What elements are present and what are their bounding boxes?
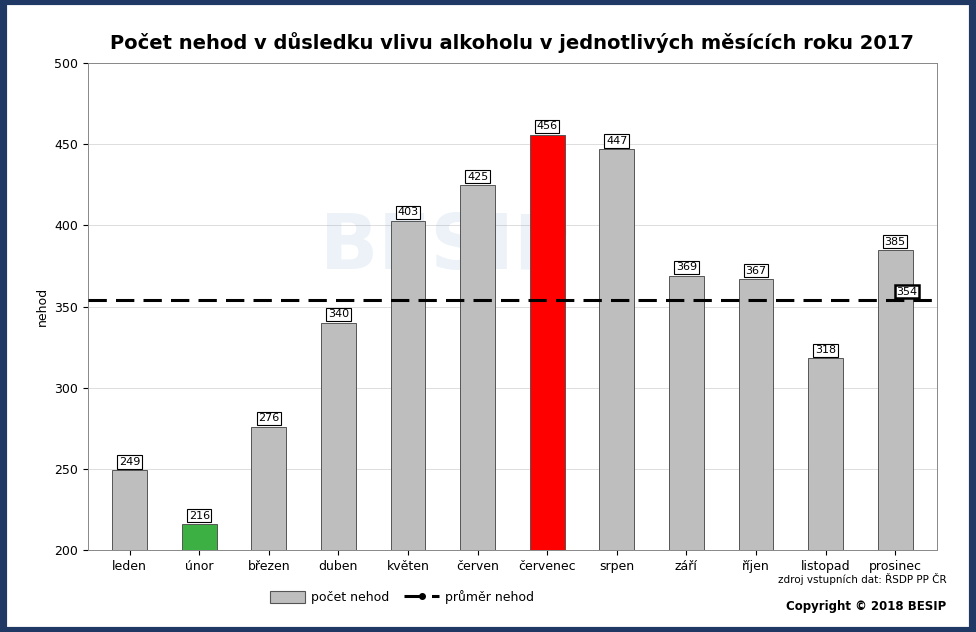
Y-axis label: nehod: nehod bbox=[35, 287, 49, 326]
Bar bbox=[461, 185, 495, 550]
Text: 318: 318 bbox=[815, 345, 836, 355]
Text: 216: 216 bbox=[188, 511, 210, 521]
Bar bbox=[739, 279, 773, 550]
Text: 367: 367 bbox=[746, 265, 766, 276]
Bar bbox=[321, 323, 356, 550]
Text: BESIP: BESIP bbox=[319, 211, 569, 285]
Bar bbox=[808, 358, 843, 550]
Bar bbox=[182, 524, 217, 550]
Bar bbox=[669, 276, 704, 550]
Bar bbox=[112, 470, 147, 550]
Text: 403: 403 bbox=[397, 207, 419, 217]
Bar bbox=[252, 427, 286, 550]
Bar bbox=[599, 149, 634, 550]
Text: zdroj vstupních dat: ŘSDP PP ČR: zdroj vstupních dat: ŘSDP PP ČR bbox=[778, 573, 947, 585]
Text: 456: 456 bbox=[537, 121, 557, 131]
Bar bbox=[530, 135, 564, 550]
Bar bbox=[390, 221, 426, 550]
Text: 385: 385 bbox=[884, 236, 906, 246]
Text: Copyright © 2018 BESIP: Copyright © 2018 BESIP bbox=[787, 600, 947, 613]
Text: 249: 249 bbox=[119, 457, 141, 467]
Text: 354: 354 bbox=[897, 287, 917, 297]
Bar bbox=[877, 250, 913, 550]
Text: 340: 340 bbox=[328, 310, 349, 320]
Text: 447: 447 bbox=[606, 136, 628, 146]
Title: Počet nehod v důsledku vlivu alkoholu v jednotlivých měsících roku 2017: Počet nehod v důsledku vlivu alkoholu v … bbox=[110, 32, 915, 53]
Text: 369: 369 bbox=[675, 262, 697, 272]
Text: 276: 276 bbox=[259, 413, 279, 423]
Legend: počet nehod, průměr nehod: počet nehod, průměr nehod bbox=[264, 585, 540, 609]
Text: 425: 425 bbox=[467, 172, 488, 181]
